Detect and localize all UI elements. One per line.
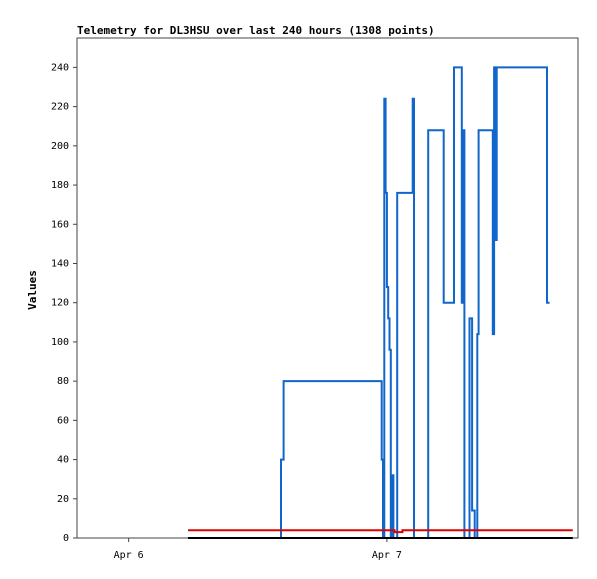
y-tick-label: 0 [63,533,69,544]
series-group [188,66,573,539]
series-line-2 [188,529,573,534]
y-axis-ticks: 0 20 40 60 80 100 120 140 160 180 200 220 240 [51,62,77,544]
y-tick-label: 20 [57,494,69,505]
chart-title: Telemetry for DL3HSU over last 240 hours… [77,24,435,37]
y-tick-label: 200 [51,141,69,152]
y-tick-label: 140 [51,258,69,269]
y-tick-label: 220 [51,102,69,113]
y-tick-label: 160 [51,219,69,230]
y-axis-label: Values [26,270,39,310]
y-tick-label: 40 [57,455,69,466]
x-tick-label: Apr 6 [114,550,144,561]
x-tick-label: Apr 7 [372,550,402,561]
y-tick-label: 80 [57,376,69,387]
x-axis-ticks: Apr 6 Apr 7 [114,538,402,561]
y-tick-label: 100 [51,337,69,348]
series-line-1 [280,66,550,539]
y-tick-label: 240 [51,62,69,73]
y-tick-label: 60 [57,415,69,426]
y-tick-label: 120 [51,298,69,309]
plot-area [76,37,579,539]
y-tick-label: 180 [51,180,69,191]
